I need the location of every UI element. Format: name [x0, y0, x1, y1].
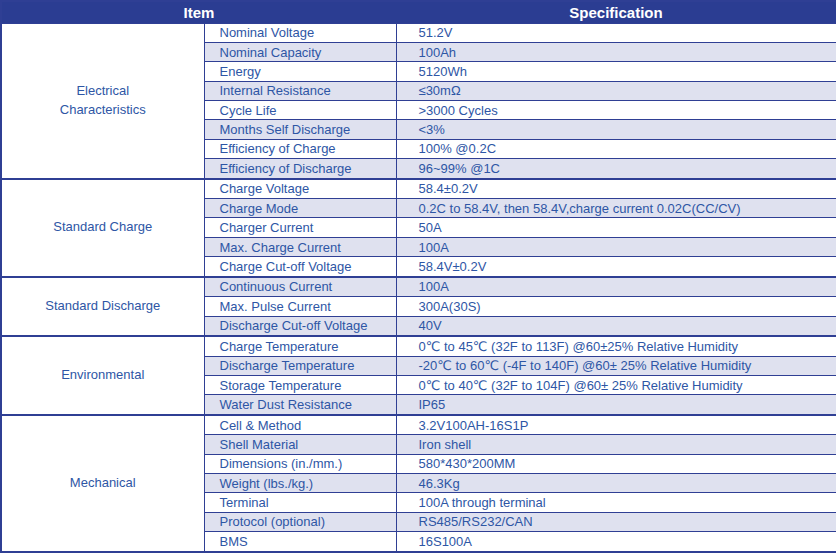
spec-cell: 0℃ to 40℃ (32F to 104F) @60± 25% Relativ…: [396, 375, 836, 394]
item-cell: Nominal Capacity: [204, 42, 396, 61]
item-cell: Nominal Voltage: [204, 23, 396, 42]
item-cell: Discharge Cut-off Voltage: [204, 316, 396, 336]
spec-cell: Iron shell: [396, 435, 836, 454]
spec-cell: <3%: [396, 120, 836, 139]
item-cell: Internal Resistance: [204, 81, 396, 100]
item-cell: BMS: [204, 532, 396, 552]
header-row: Item Specification: [1, 1, 836, 23]
category-label: Electrical Characteristics: [38, 82, 168, 120]
spec-cell: 100A: [396, 277, 836, 297]
item-cell: Efficiency of Discharge: [204, 159, 396, 179]
table-row: Standard DischargeContinuous Current100A: [1, 277, 836, 297]
spec-cell: 58.4±0.2V: [396, 179, 836, 199]
spec-cell: 300A(30S): [396, 297, 836, 316]
item-cell: Cell & Method: [204, 415, 396, 435]
item-cell: Storage Temperature: [204, 375, 396, 394]
spec-cell: 16S100A: [396, 532, 836, 552]
spec-cell: -20℃ to 60℃ (-4F to 140F) @60± 25% Relat…: [396, 356, 836, 375]
category-cell: Standard Discharge: [1, 277, 204, 336]
table-row: MechanicalCell & Method3.2V100AH-16S1P: [1, 415, 836, 435]
spec-cell: 100Ah: [396, 42, 836, 61]
table-row: Electrical CharacteristicsNominal Voltag…: [1, 23, 836, 42]
item-cell: Efficiency of Charge: [204, 139, 396, 158]
category-label: Standard Charge: [53, 218, 152, 237]
spec-cell: 3.2V100AH-16S1P: [396, 415, 836, 435]
spec-cell: 51.2V: [396, 23, 836, 42]
category-cell: Electrical Characteristics: [1, 23, 204, 179]
item-cell: Charge Cut-off Voltage: [204, 257, 396, 277]
category-cell: Environmental: [1, 336, 204, 415]
table-body: Electrical Characteristics Nominal Voltag…: [1, 23, 836, 552]
item-cell: Charger Current: [204, 218, 396, 237]
category-label: Standard Discharge: [45, 297, 160, 316]
category-cell: Mechanical: [1, 415, 204, 552]
spec-cell: IP65: [396, 395, 836, 415]
col-header-item: Item: [1, 1, 396, 23]
spec-cell: 96~99% @1C: [396, 159, 836, 179]
spec-cell: 100A through terminal: [396, 493, 836, 512]
item-cell: Continuous Current: [204, 277, 396, 297]
item-cell: Water Dust Resistance: [204, 395, 396, 415]
item-cell: Dimensions (in./mm.): [204, 454, 396, 473]
spec-cell: 100A: [396, 237, 836, 256]
spec-cell: 0℃ to 45℃ (32F to 113F) @60±25% Relative…: [396, 336, 836, 356]
category-label: Mechanical: [70, 474, 136, 493]
item-cell: Max. Charge Current: [204, 237, 396, 256]
table-row: Standard ChargeCharge Voltage58.4±0.2V: [1, 179, 836, 199]
spec-cell: 5120Wh: [396, 62, 836, 81]
item-cell: Charge Voltage: [204, 179, 396, 199]
spec-cell: 580*430*200MM: [396, 454, 836, 473]
spec-cell: 40V: [396, 316, 836, 336]
spec-cell: 58.4V±0.2V: [396, 257, 836, 277]
category-label: Environmental: [61, 366, 144, 385]
item-cell: Cycle Life: [204, 101, 396, 120]
item-cell: Months Self Discharge: [204, 120, 396, 139]
item-cell: Shell Material: [204, 435, 396, 454]
spec-cell: RS485/RS232/CAN: [396, 512, 836, 531]
spec-table: Item Specification Electrical Characteri…: [0, 0, 836, 553]
item-cell: Energy: [204, 62, 396, 81]
spec-cell: >3000 Cycles: [396, 101, 836, 120]
spec-cell: 100% @0.2C: [396, 139, 836, 158]
spec-cell: 46.3Kg: [396, 474, 836, 493]
spec-cell: 0.2C to 58.4V, then 58.4V,charge current…: [396, 199, 836, 218]
spec-cell: ≤30mΩ: [396, 81, 836, 100]
item-cell: Protocol (optional): [204, 512, 396, 531]
item-cell: Weight (lbs./kg.): [204, 474, 396, 493]
table-row: EnvironmentalCharge Temperature0℃ to 45℃…: [1, 336, 836, 356]
item-cell: Charge Temperature: [204, 336, 396, 356]
item-cell: Discharge Temperature: [204, 356, 396, 375]
table-header: Item Specification: [1, 1, 836, 23]
item-cell: Charge Mode: [204, 199, 396, 218]
item-cell: Terminal: [204, 493, 396, 512]
item-cell: Max. Pulse Current: [204, 297, 396, 316]
spec-cell: 50A: [396, 218, 836, 237]
category-cell: Standard Charge: [1, 179, 204, 277]
col-header-specification: Specification: [396, 1, 836, 23]
